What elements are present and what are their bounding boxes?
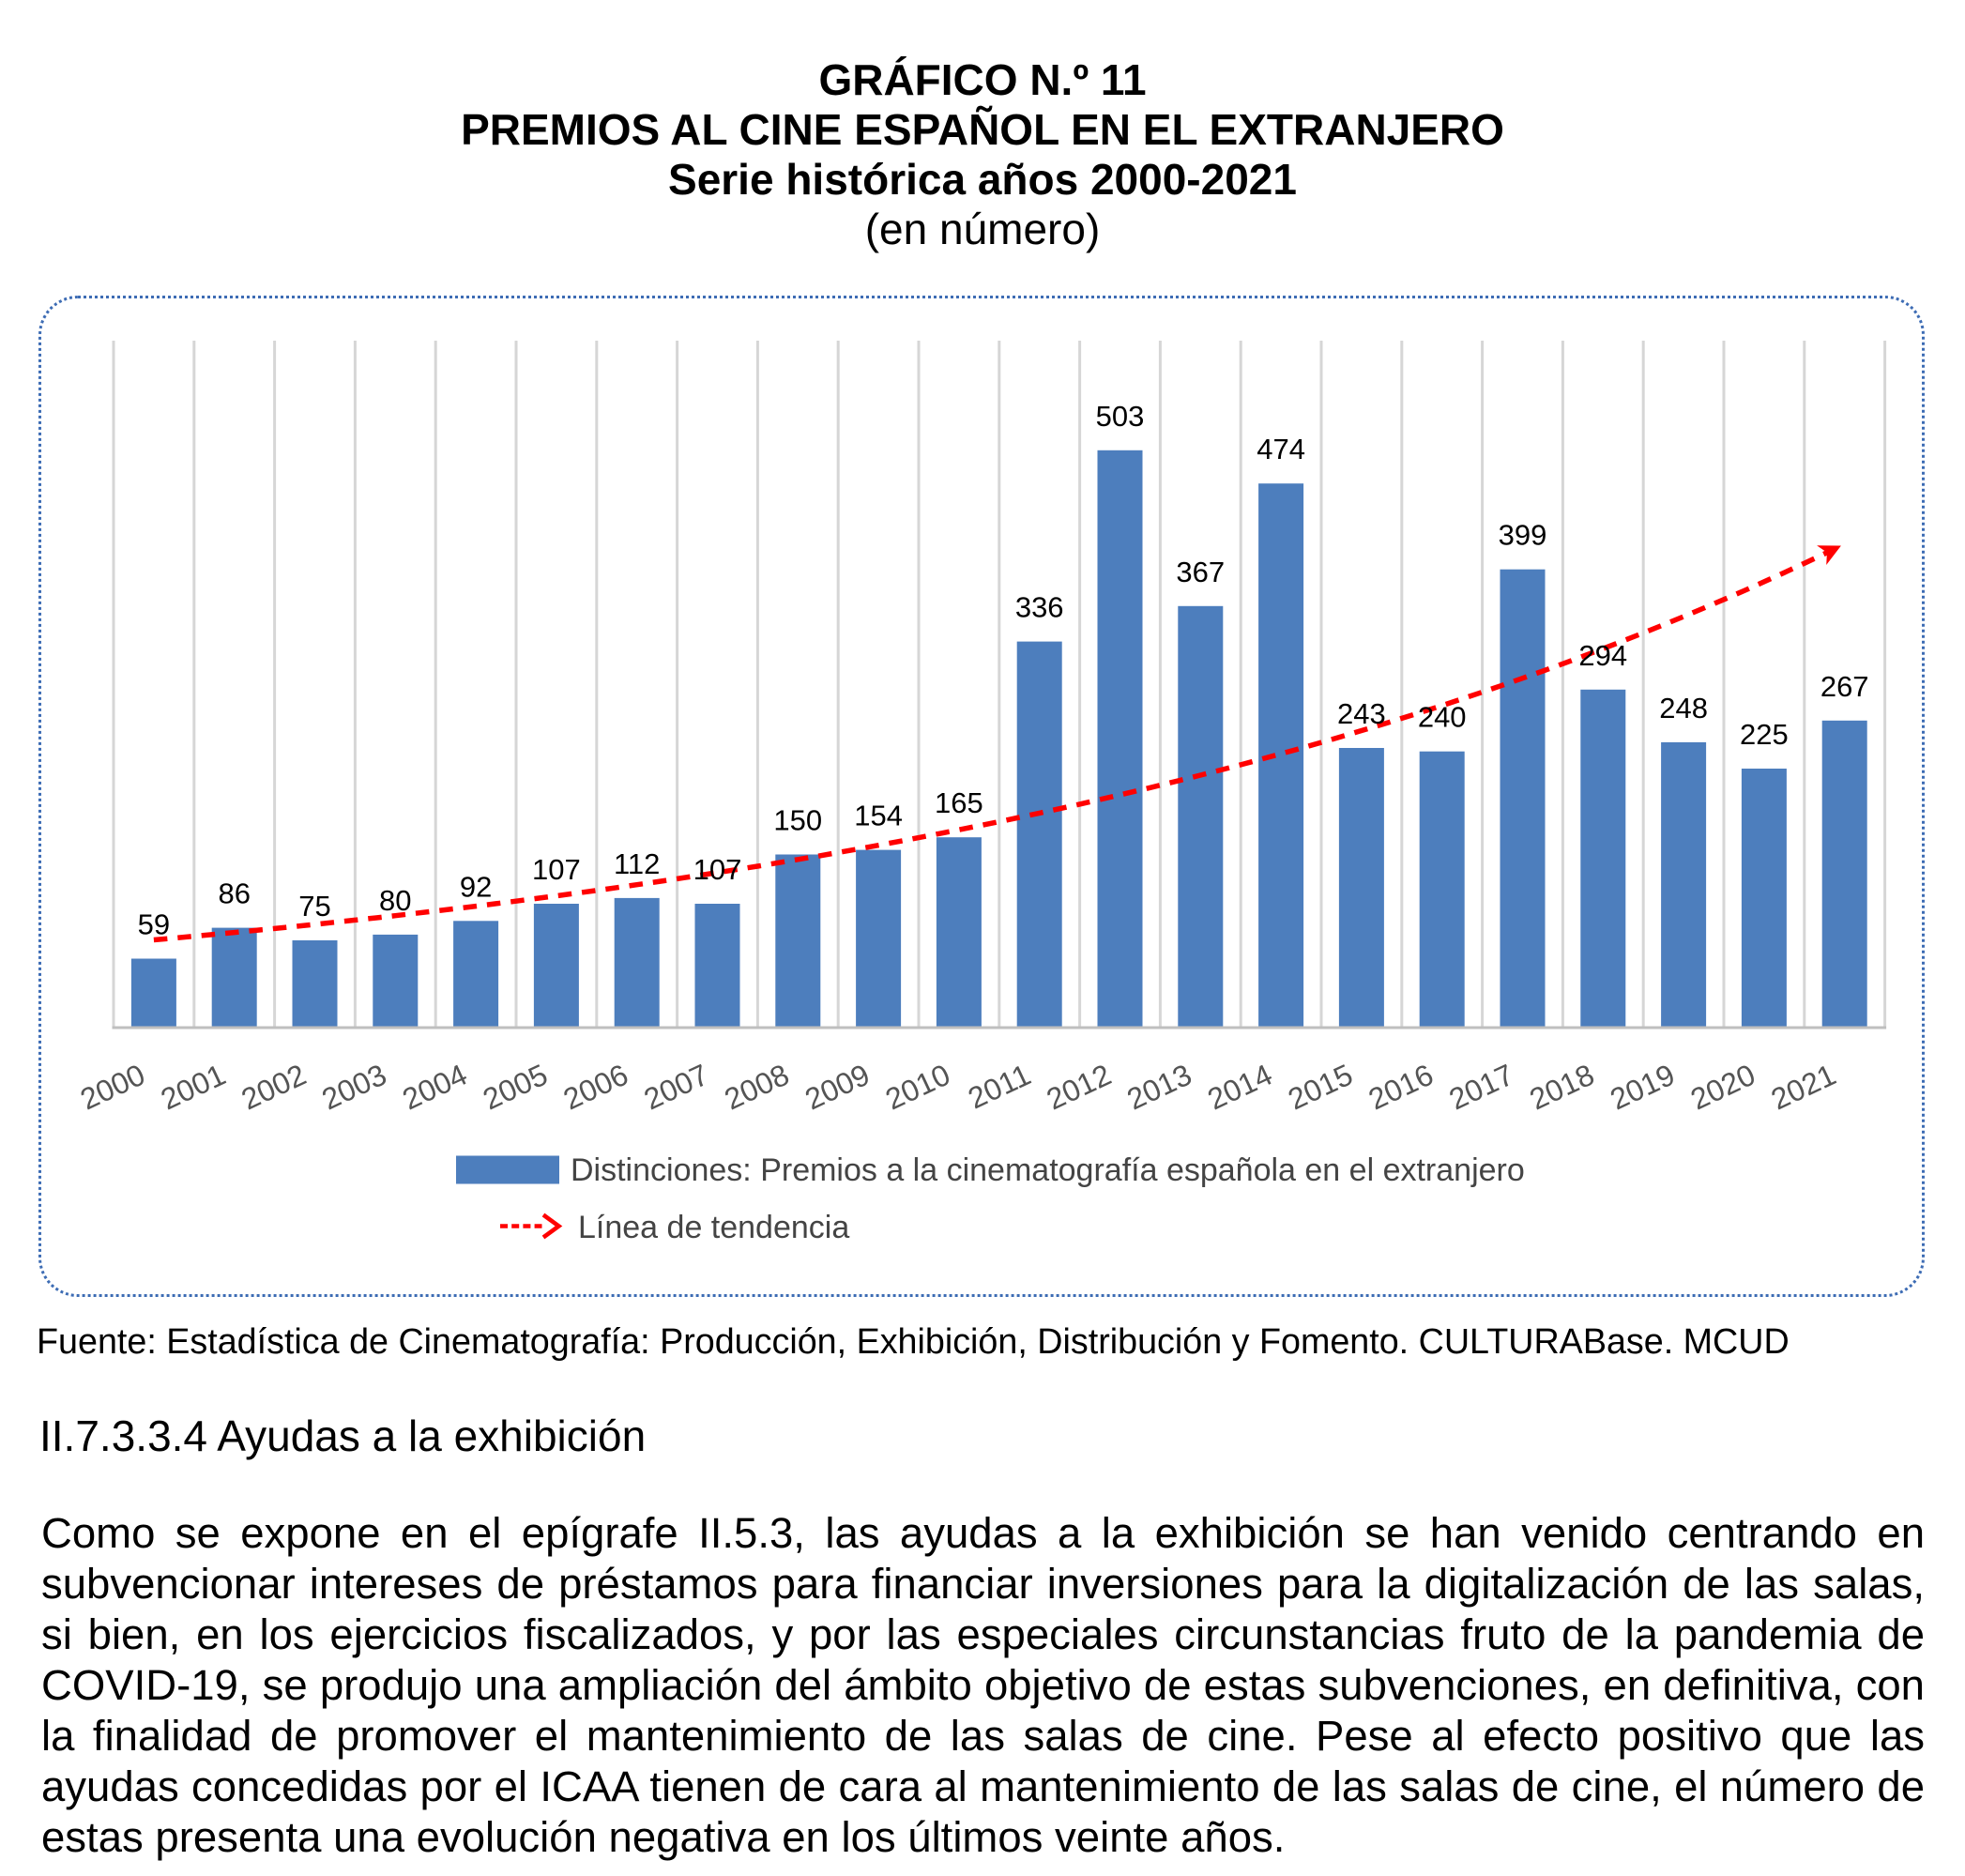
svg-text:2012: 2012 xyxy=(1042,1058,1117,1117)
svg-text:2004: 2004 xyxy=(397,1058,472,1117)
svg-text:2005: 2005 xyxy=(478,1058,553,1117)
svg-text:2011: 2011 xyxy=(963,1058,1036,1116)
svg-text:Distinciones: Premios a la cin: Distinciones: Premios a la cinematografí… xyxy=(571,1152,1525,1188)
svg-text:2021: 2021 xyxy=(1766,1058,1841,1117)
svg-text:243: 243 xyxy=(1337,697,1386,730)
svg-text:2016: 2016 xyxy=(1363,1058,1439,1117)
svg-text:75: 75 xyxy=(298,890,330,923)
svg-text:2009: 2009 xyxy=(800,1058,875,1117)
svg-text:Línea de tendencia: Línea de tendencia xyxy=(578,1210,849,1245)
svg-text:2002: 2002 xyxy=(236,1058,312,1117)
svg-text:2013: 2013 xyxy=(1122,1058,1197,1117)
svg-text:150: 150 xyxy=(773,804,822,837)
svg-text:240: 240 xyxy=(1418,701,1467,734)
svg-text:2015: 2015 xyxy=(1283,1058,1358,1117)
svg-text:474: 474 xyxy=(1257,433,1305,465)
svg-text:2014: 2014 xyxy=(1202,1058,1277,1117)
svg-text:92: 92 xyxy=(460,870,492,903)
svg-text:267: 267 xyxy=(1820,670,1869,703)
svg-text:154: 154 xyxy=(854,800,903,832)
svg-text:107: 107 xyxy=(693,853,742,886)
svg-text:2007: 2007 xyxy=(639,1058,714,1117)
svg-text:80: 80 xyxy=(379,884,411,917)
svg-text:367: 367 xyxy=(1176,556,1225,588)
svg-text:2006: 2006 xyxy=(558,1058,633,1117)
svg-text:399: 399 xyxy=(1499,519,1547,552)
svg-text:2003: 2003 xyxy=(317,1058,392,1117)
svg-text:2018: 2018 xyxy=(1525,1058,1600,1117)
svg-text:2010: 2010 xyxy=(880,1058,955,1117)
svg-text:2001: 2001 xyxy=(156,1058,231,1117)
svg-text:2020: 2020 xyxy=(1685,1058,1760,1117)
svg-text:86: 86 xyxy=(218,877,250,910)
svg-text:503: 503 xyxy=(1096,400,1145,433)
svg-text:225: 225 xyxy=(1740,718,1789,751)
svg-text:59: 59 xyxy=(138,908,170,941)
svg-text:2017: 2017 xyxy=(1444,1058,1519,1117)
svg-text:2000: 2000 xyxy=(75,1058,150,1117)
svg-text:2019: 2019 xyxy=(1605,1058,1680,1117)
svg-text:336: 336 xyxy=(1015,591,1064,624)
svg-text:107: 107 xyxy=(532,853,581,886)
svg-text:165: 165 xyxy=(935,786,983,819)
svg-text:248: 248 xyxy=(1659,692,1708,724)
svg-text:2008: 2008 xyxy=(720,1058,795,1117)
svg-text:294: 294 xyxy=(1578,639,1627,672)
svg-text:112: 112 xyxy=(614,847,660,880)
